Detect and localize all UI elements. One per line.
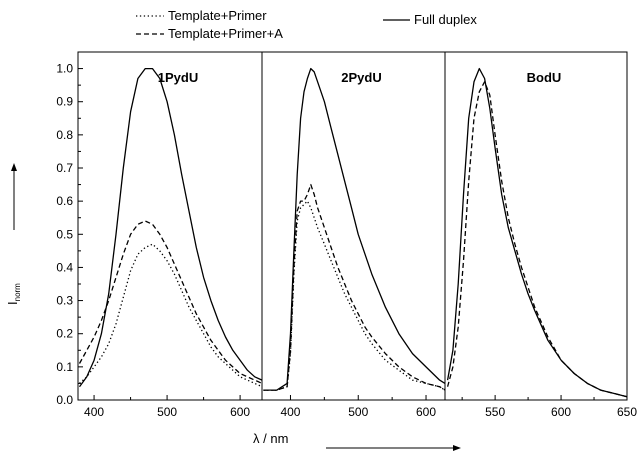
x-tick-label: 500 (348, 405, 368, 419)
x-tick-label: 500 (157, 405, 177, 419)
y-axis-label-main: I (5, 301, 20, 305)
series-line-dashed (446, 81, 628, 398)
legend-label-full-duplex: Full duplex (414, 12, 477, 27)
x-axis-label-group: λ / nm (253, 431, 461, 451)
y-axis-arrowhead (11, 163, 17, 171)
y-tick-label: 0.3 (56, 294, 73, 308)
x-tick-label: 600 (230, 405, 250, 419)
y-tick-label: 0.1 (56, 360, 73, 374)
panel-2pydu: 2PydU 400 500 600 (261, 51, 446, 419)
x-axis-arrowhead (453, 445, 461, 451)
y-tick-label: 0.6 (56, 194, 73, 208)
x-tick-label: 600 (551, 405, 571, 419)
panel-title: BodU (527, 70, 562, 85)
y-tick-label: 0.5 (56, 227, 73, 241)
series-line-dotted (263, 200, 446, 391)
series-line-dotted (79, 243, 263, 388)
y-tick-label: 0.8 (56, 128, 73, 142)
panel-title: 1PydU (158, 70, 198, 85)
legend-label-template-primer-a: Template+Primer+A (168, 26, 283, 41)
panel-1pydu: 1PydU 400 500 600 (77, 51, 263, 419)
y-tick-label: 0.2 (56, 327, 73, 341)
series-line-solid (78, 67, 263, 388)
x-tick-label: 600 (416, 405, 436, 419)
y-tick-label: 0.0 (56, 393, 73, 407)
y-tick-label: 0.7 (56, 161, 73, 175)
panel-frame (444, 51, 628, 401)
panel-title: 2PydU (341, 70, 381, 85)
y-tick-label: 0.4 (56, 260, 73, 274)
y-tick-label: 1.0 (56, 62, 73, 76)
x-tick-label: 550 (485, 405, 505, 419)
y-axis-ticks: 0.0 0.1 0.2 0.3 0.4 0.5 0.6 0.7 0.8 0.9 1.0 (56, 62, 83, 407)
chart-panels: 1PydU 400 500 600 2PydU 400 500 600 BodU 550 600 65… (77, 51, 637, 419)
legend-label-template-primer: Template+Primer (168, 8, 267, 23)
series-line-dashed (78, 220, 263, 384)
legend: Template+Primer Template+Primer+A Full d… (136, 8, 477, 41)
y-axis-label: Inorm (5, 283, 22, 305)
y-tick-label: 0.9 (56, 95, 73, 109)
panel-bodu: BodU 550 600 650 (444, 51, 637, 419)
series-line-solid (263, 67, 446, 391)
x-tick-label: 650 (617, 405, 637, 419)
x-tick-label: 400 (280, 405, 300, 419)
series-line-solid (446, 67, 628, 398)
y-axis-label-group: Inorm (5, 163, 22, 305)
panel-frame (77, 51, 263, 401)
y-axis-label-sub: norm (13, 283, 22, 302)
x-tick-label: 400 (84, 405, 104, 419)
x-axis-label: λ / nm (253, 431, 288, 446)
